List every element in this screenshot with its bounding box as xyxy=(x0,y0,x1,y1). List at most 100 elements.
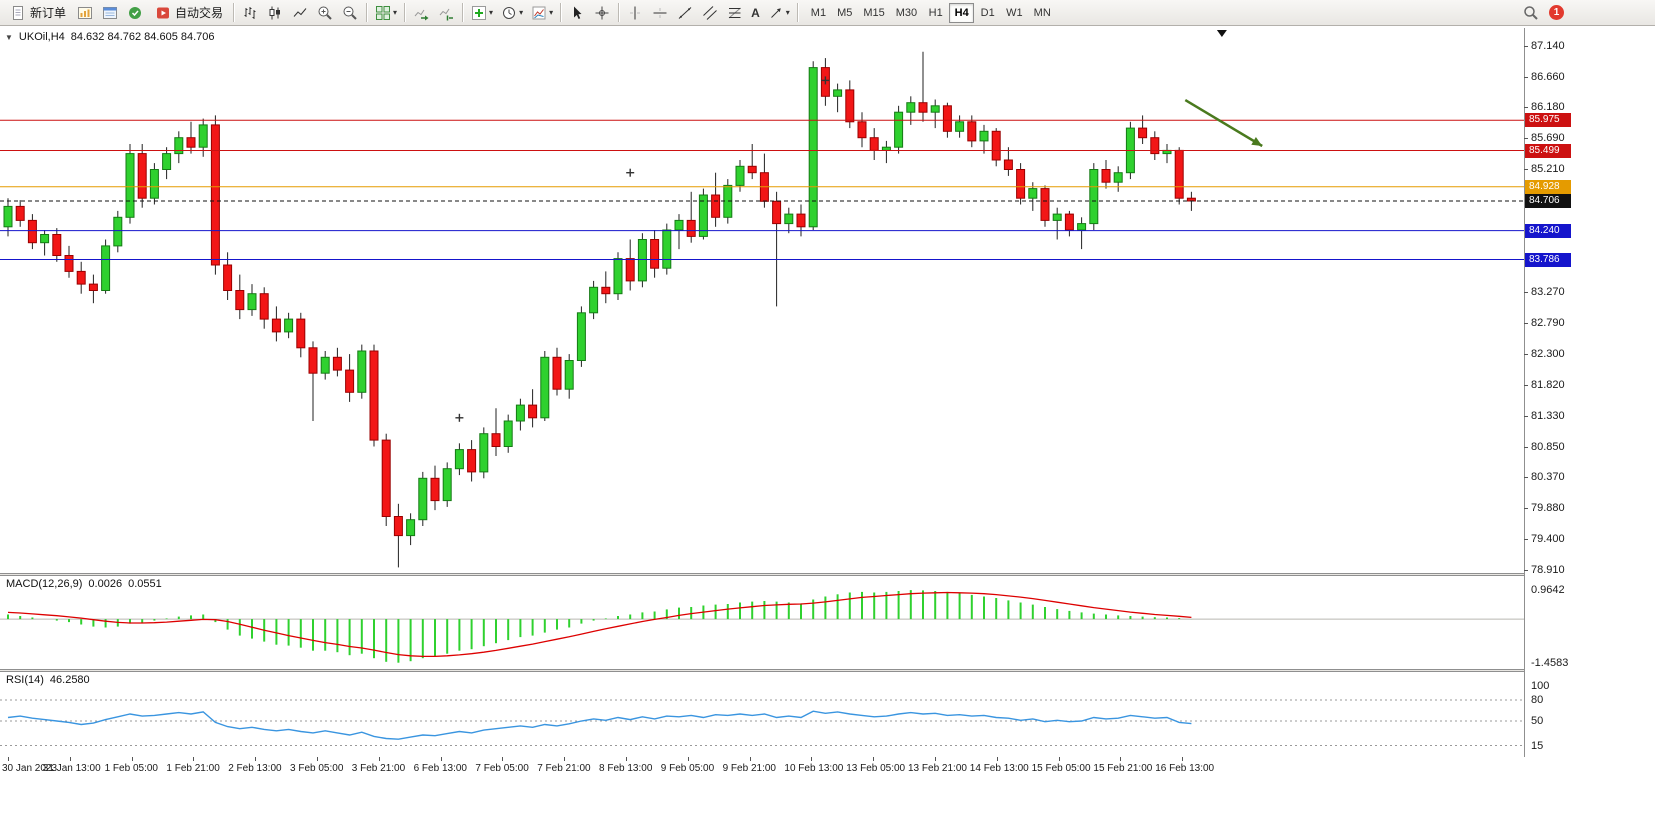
fibonacci-icon xyxy=(726,4,744,22)
text-icon: A xyxy=(751,5,760,20)
dropdown-caret-icon: ▾ xyxy=(489,8,494,17)
candlestick-chart[interactable] xyxy=(0,28,1524,573)
timeframe-button-m1[interactable]: M1 xyxy=(806,3,831,23)
timeframe-button-m30[interactable]: M30 xyxy=(891,3,922,23)
toolbar-separator xyxy=(560,3,562,22)
macd-value-1: 0.0026 xyxy=(88,578,123,590)
new-order-button[interactable]: 新订单 xyxy=(3,2,72,24)
auto-scroll-button[interactable] xyxy=(409,2,433,24)
indicators-icon xyxy=(470,4,488,22)
chart-symbol-period: UKOil,H4 xyxy=(18,31,65,43)
terminal-button[interactable] xyxy=(123,2,147,24)
rsi-label: RSI(14) 46.2580 xyxy=(6,674,90,686)
rsi-chart[interactable] xyxy=(0,672,1524,757)
auto-scroll-icon xyxy=(412,4,430,22)
timeframe-button-w1[interactable]: W1 xyxy=(1001,3,1028,23)
collapse-arrow-icon: ▼ xyxy=(5,32,13,42)
toolbar-separator xyxy=(366,3,368,22)
auto-trading-label: 自动交易 xyxy=(175,6,224,20)
line-chart-icon xyxy=(291,4,309,22)
toolbar-separator xyxy=(618,3,620,22)
timeframe-button-h1[interactable]: H1 xyxy=(923,3,948,23)
templates-icon xyxy=(530,4,548,22)
terminal-icon xyxy=(126,4,144,22)
zoom-out-icon xyxy=(341,4,359,22)
tile-windows-icon xyxy=(374,4,392,22)
toolbar-separator xyxy=(404,3,406,22)
timeframe-button-d1[interactable]: D1 xyxy=(975,3,1000,23)
text-tool-button[interactable]: A xyxy=(748,2,763,24)
new-order-icon xyxy=(9,4,27,22)
trendline-button[interactable] xyxy=(673,2,697,24)
timeframe-toolbar: M1 M5 M15 M30 H1 H4 D1 W1 MN xyxy=(806,2,1056,23)
macd-name: MACD(12,26,9) xyxy=(6,578,83,590)
periods-clock-icon xyxy=(500,4,518,22)
line-chart-button[interactable] xyxy=(288,2,312,24)
dropdown-caret-icon: ▾ xyxy=(785,8,790,17)
bar-chart-button[interactable] xyxy=(238,2,262,24)
search-button[interactable] xyxy=(1519,2,1543,24)
market-watch-button[interactable] xyxy=(73,2,97,24)
periods-button[interactable]: ▾ xyxy=(497,2,526,24)
dropdown-caret-icon: ▾ xyxy=(549,8,554,17)
timeframe-button-h4[interactable]: H4 xyxy=(949,2,975,23)
price-axis-border xyxy=(1524,28,1525,757)
toolbar-right-group: 1 xyxy=(1519,2,1652,24)
chart-ohlc-values: 84.632 84.762 84.605 84.706 xyxy=(70,31,215,43)
chart-ohlc-header: ▼ UKOil,H4 84.632 84.762 84.605 84.706 xyxy=(5,31,215,43)
panel-splitter[interactable] xyxy=(0,669,1655,672)
candlestick-chart-button[interactable] xyxy=(263,2,287,24)
panel-splitter[interactable] xyxy=(0,573,1655,576)
fibonacci-button[interactable] xyxy=(723,2,747,24)
arrow-tools-button[interactable]: ▾ xyxy=(764,2,793,24)
arrow-tools-icon xyxy=(767,4,785,22)
cursor-icon xyxy=(568,4,586,22)
notification-count: 1 xyxy=(1553,7,1560,18)
price-axis[interactable] xyxy=(1524,28,1655,757)
bar-chart-icon xyxy=(241,4,259,22)
navigator-button[interactable] xyxy=(98,2,122,24)
new-order-label: 新订单 xyxy=(30,6,67,20)
main-chart-area[interactable] xyxy=(0,28,1524,573)
vertical-line-icon xyxy=(626,4,644,22)
horizontal-line-button[interactable] xyxy=(648,2,672,24)
toolbar-separator xyxy=(233,3,235,22)
trendline-icon xyxy=(676,4,694,22)
timeframe-button-m5[interactable]: M5 xyxy=(832,3,857,23)
zoom-in-button[interactable] xyxy=(313,2,337,24)
macd-chart[interactable] xyxy=(0,576,1524,669)
chart-shift-button[interactable] xyxy=(434,2,458,24)
dropdown-caret-icon: ▾ xyxy=(519,8,524,17)
crosshair-icon xyxy=(593,4,611,22)
crosshair-button[interactable] xyxy=(590,2,614,24)
timeframe-button-mn[interactable]: MN xyxy=(1029,3,1056,23)
timeframe-button-m15[interactable]: M15 xyxy=(858,3,889,23)
templates-button[interactable]: ▾ xyxy=(527,2,556,24)
macd-value-2: 0.0551 xyxy=(128,578,162,590)
tile-windows-button[interactable]: ▾ xyxy=(371,2,400,24)
cursor-button[interactable] xyxy=(565,2,589,24)
macd-label: MACD(12,26,9) 0.0026 0.0551 xyxy=(6,578,162,590)
macd-panel[interactable] xyxy=(0,576,1524,669)
auto-trading-icon xyxy=(154,4,172,22)
rsi-name: RSI(14) xyxy=(6,674,44,686)
candlestick-icon xyxy=(266,4,284,22)
zoom-out-button[interactable] xyxy=(338,2,362,24)
toolbar-separator xyxy=(796,3,798,22)
channel-button[interactable] xyxy=(698,2,722,24)
search-icon xyxy=(1522,4,1540,22)
auto-trading-button[interactable]: 自动交易 xyxy=(148,2,229,24)
zoom-in-icon xyxy=(316,4,334,22)
rsi-panel[interactable] xyxy=(0,672,1524,757)
toolbar: 新订单 自动交易 ▾ ▾ ▾ ▾ A ▾ M1 M xyxy=(0,0,1655,26)
dropdown-caret-icon: ▾ xyxy=(393,8,398,17)
time-axis[interactable] xyxy=(0,757,1655,828)
navigator-icon xyxy=(101,4,119,22)
vertical-line-button[interactable] xyxy=(623,2,647,24)
notification-badge[interactable]: 1 xyxy=(1549,5,1564,20)
indicators-button[interactable]: ▾ xyxy=(467,2,496,24)
horizontal-line-icon xyxy=(651,4,669,22)
toolbar-separator xyxy=(462,3,464,22)
market-watch-icon xyxy=(76,4,94,22)
